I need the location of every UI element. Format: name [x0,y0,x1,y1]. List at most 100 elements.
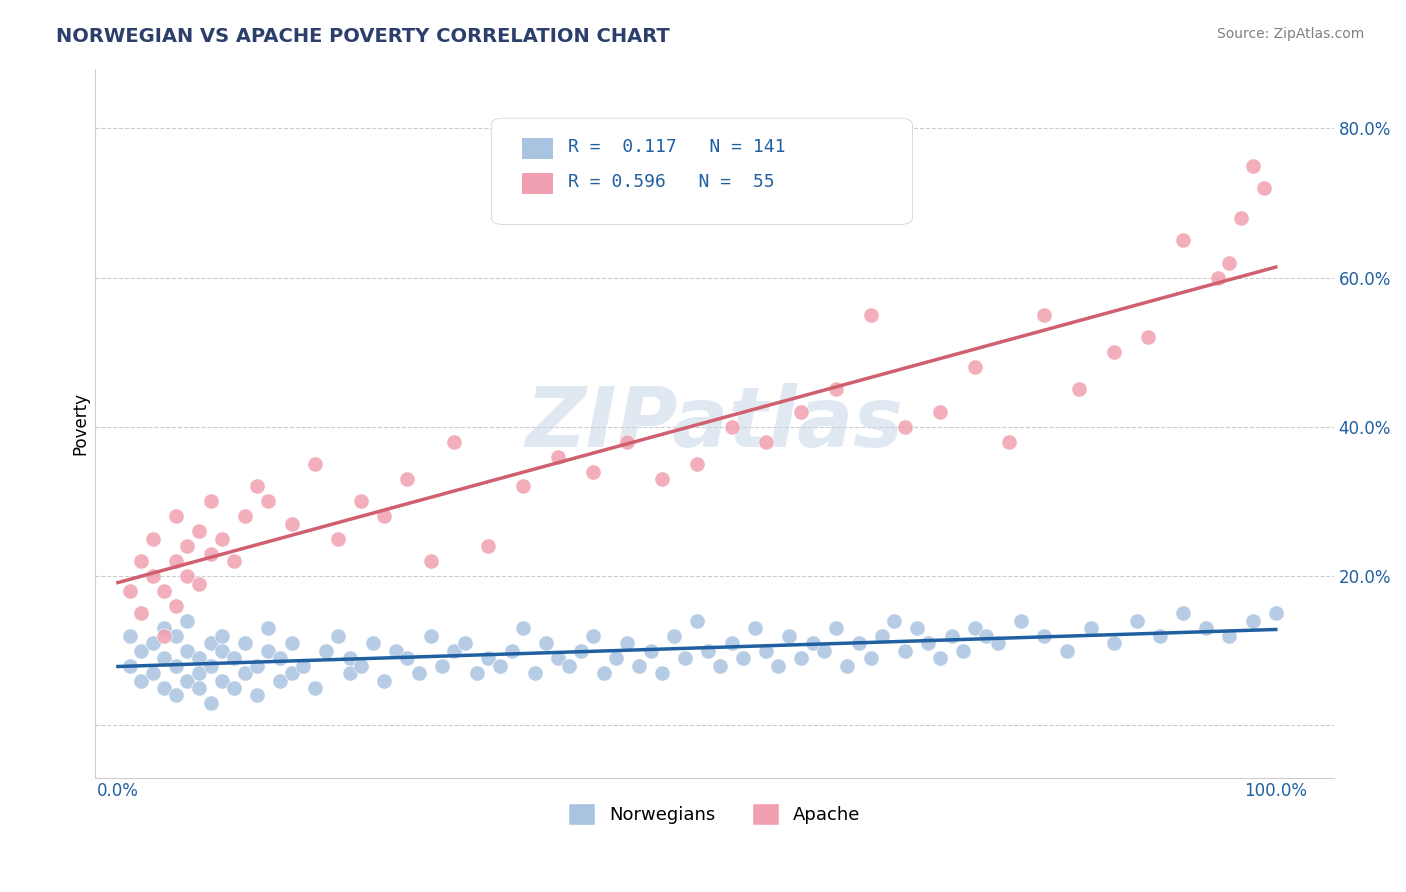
FancyBboxPatch shape [522,173,553,194]
Point [200,696,222,710]
Point [165,554,187,568]
Point [280,636,302,650]
Point [373,509,395,524]
Point [304,457,326,471]
Point [129,554,152,568]
Point [176,569,198,583]
Point [165,509,187,524]
Point [200,494,222,508]
Point [1010,614,1032,628]
Text: ZIPatlas: ZIPatlas [526,383,903,464]
Point [315,643,337,657]
Point [1067,383,1090,397]
Point [859,651,882,665]
Point [257,494,280,508]
Point [1206,270,1229,285]
Point [1126,614,1149,628]
Point [905,621,928,635]
Point [1171,607,1194,621]
Point [443,434,465,449]
Point [686,457,709,471]
Point [257,621,280,635]
Point [257,643,280,657]
Point [233,509,256,524]
Point [894,643,917,657]
Point [1149,629,1171,643]
Point [165,689,187,703]
Point [848,636,870,650]
Text: NORWEGIAN VS APACHE POVERTY CORRELATION CHART: NORWEGIAN VS APACHE POVERTY CORRELATION … [56,27,671,45]
Point [558,658,581,673]
Point [1218,255,1240,269]
Point [883,614,905,628]
Point [501,643,523,657]
Point [280,666,302,681]
Point [373,673,395,688]
Point [153,681,176,695]
Point [188,524,211,539]
Point [153,629,176,643]
Point [118,658,141,673]
Text: R =  0.117   N = 141: R = 0.117 N = 141 [568,137,786,155]
Point [1080,621,1102,635]
Point [859,308,882,322]
Point [211,643,233,657]
Point [1253,181,1275,195]
Point [142,666,165,681]
Point [269,673,291,688]
Point [129,643,152,657]
Point [733,651,755,665]
Point [929,651,952,665]
Point [222,651,245,665]
Point [142,532,165,546]
Point [489,658,512,673]
Point [755,643,778,657]
Point [176,614,198,628]
Point [246,479,269,493]
Point [582,465,605,479]
Point [1230,211,1253,225]
Point [720,419,742,434]
Point [292,658,315,673]
Point [963,621,986,635]
Point [569,643,592,657]
Point [605,651,627,665]
Point [1241,614,1264,628]
Point [744,621,766,635]
Point [894,419,917,434]
Point [593,666,616,681]
Point [165,599,187,613]
Point [1171,233,1194,247]
Point [269,651,291,665]
Point [1102,345,1125,359]
Point [662,629,685,643]
Point [837,658,859,673]
Point [188,651,211,665]
Point [686,614,709,628]
Point [1033,308,1056,322]
Point [512,621,534,635]
Point [1195,621,1218,635]
Point [929,405,952,419]
Point [651,472,673,486]
Point [870,629,893,643]
Point [361,636,384,650]
Point [153,651,176,665]
Point [824,621,846,635]
Point [188,681,211,695]
Point [627,658,650,673]
Point [709,658,731,673]
Point [408,666,430,681]
Point [129,673,152,688]
Point [1056,643,1078,657]
Point [326,532,349,546]
Point [824,383,846,397]
Text: R = 0.596   N =  55: R = 0.596 N = 55 [568,173,775,191]
Point [153,584,176,599]
Point [326,629,349,643]
Point [233,666,256,681]
Point [153,621,176,635]
Point [917,636,939,650]
Point [118,584,141,599]
Point [1033,629,1056,643]
